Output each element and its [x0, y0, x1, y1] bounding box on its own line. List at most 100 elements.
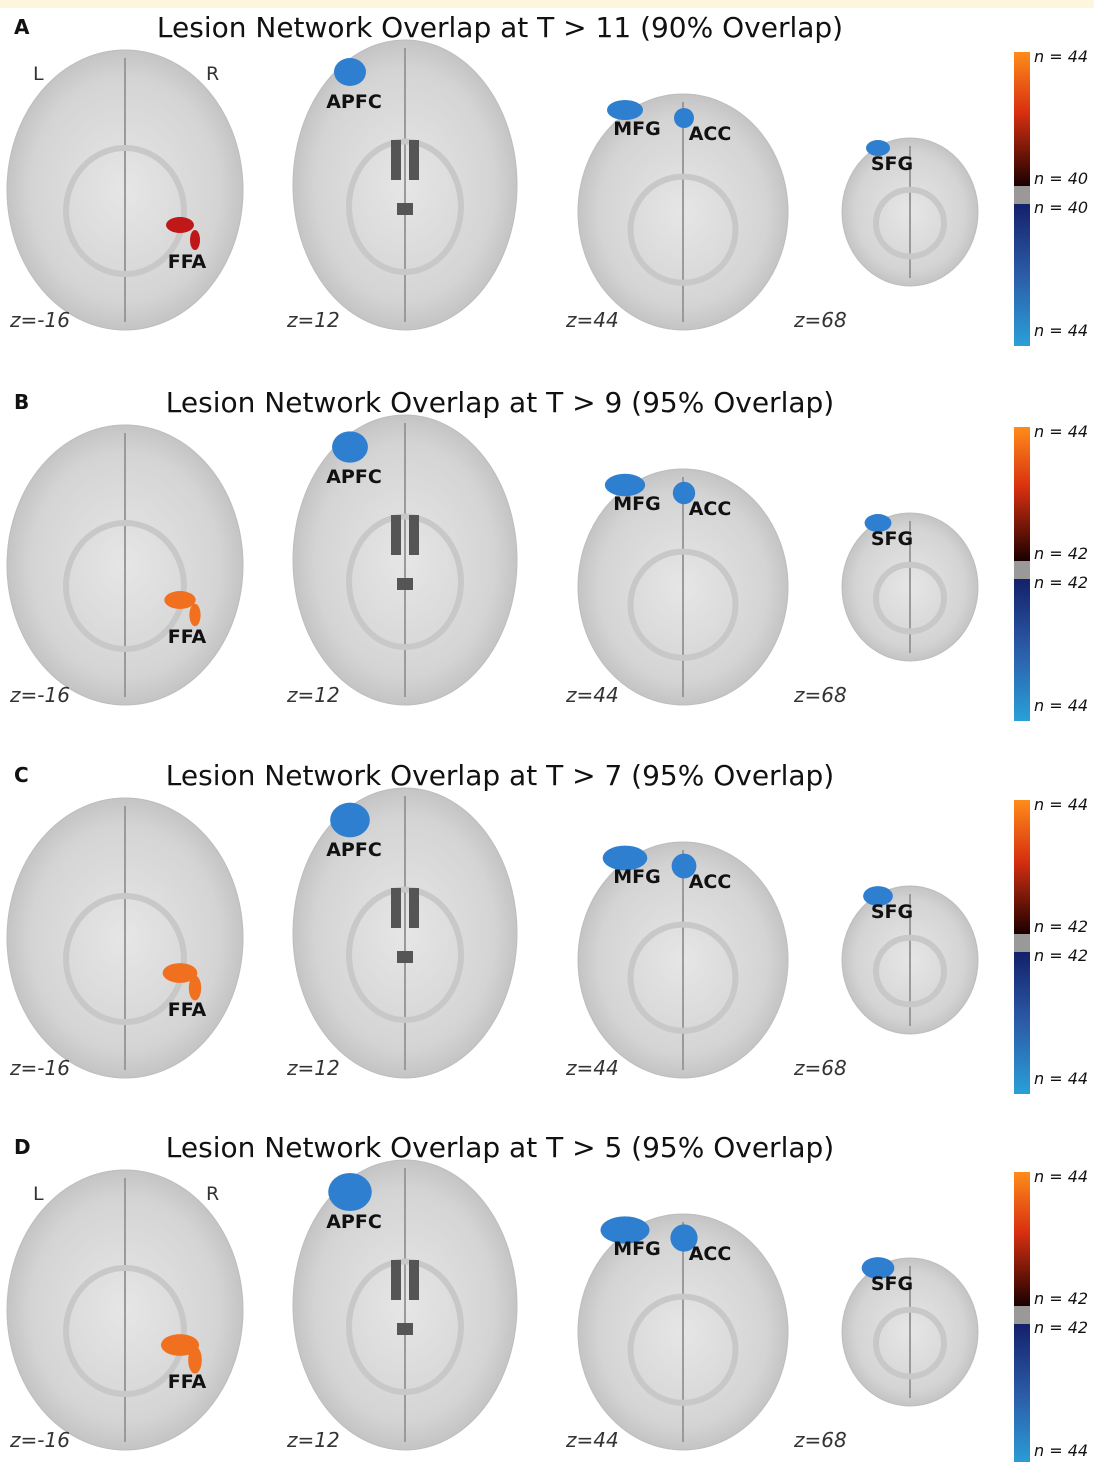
hemisphere-label: L [33, 1183, 44, 1205]
figure: ALesion Network Overlap at T > 11 (90% O… [0, 0, 1094, 1462]
region-label: ACC [689, 498, 732, 520]
colorbar: n = 44 n = 42 n = 42 n = 44 [1014, 422, 1088, 721]
colorbar-label: n = 42 [1034, 1318, 1088, 1337]
colorbar-label: n = 44 [1034, 1441, 1088, 1460]
hemisphere-label: R [206, 63, 219, 85]
colorbar-label: n = 44 [1034, 422, 1088, 441]
brain-slice: z=68 SFG [793, 513, 978, 707]
panel-letter: D [14, 1135, 31, 1159]
colorbar-label: n = 42 [1034, 573, 1088, 592]
colorbar-gap [1014, 186, 1030, 204]
lesion-overlap [332, 431, 368, 462]
lesion-overlap [164, 591, 195, 609]
colorbar-label: n = 42 [1034, 917, 1088, 936]
colorbar-label: n = 42 [1034, 946, 1088, 965]
panel: D Lesion Network Overlap at T > 5 (95% Ov… [7, 1131, 1088, 1462]
ventricle [397, 203, 413, 215]
z-label: z=68 [793, 683, 847, 707]
panel-letter: C [14, 763, 29, 787]
z-label: z=68 [793, 1428, 847, 1452]
colorbar-warm [1014, 800, 1030, 934]
z-label: z=44 [565, 683, 619, 707]
z-label: z=-16 [9, 308, 70, 332]
panel-title: Lesion Network Overlap at T > 7 (95% Ove… [166, 759, 834, 792]
ventricle [397, 1323, 413, 1335]
panel-title: Lesion Network Overlap at T > 5 (95% Ove… [166, 1131, 834, 1164]
top-strip [0, 0, 1094, 8]
brain-slice: z=12APFC [286, 415, 517, 707]
region-label: SFG [871, 1273, 913, 1295]
region-label: ACC [689, 123, 732, 145]
colorbar-label: n = 44 [1034, 47, 1088, 66]
colorbar-warm [1014, 52, 1030, 186]
colorbar: n = 44 n = 42 n = 42 n = 44 [1014, 795, 1088, 1094]
z-label: z=12 [286, 1428, 340, 1452]
lesion-overlap [328, 1173, 372, 1211]
brain-slice: z=12APFC [286, 1160, 517, 1452]
ventricle [391, 888, 401, 928]
lesion-overlap [166, 217, 194, 233]
colorbar: n = 44 n = 42 n = 42 n = 44 [1014, 1167, 1088, 1462]
ventricle [409, 888, 419, 928]
colorbar-warm [1014, 1172, 1030, 1306]
colorbar-gap [1014, 561, 1030, 579]
brain-slice: z=68SFG [793, 886, 978, 1080]
colorbar-label: n = 40 [1034, 198, 1088, 217]
colorbar-gap [1014, 1306, 1030, 1324]
colorbar-label: n = 44 [1034, 1167, 1088, 1186]
panel-letter: A [14, 15, 30, 39]
lesion-overlap [188, 1346, 202, 1373]
brain-slice: z=68 SFG [793, 1257, 978, 1452]
panel: C Lesion Network Overlap at T > 7 (95% Ov… [7, 759, 1088, 1094]
z-label: z=44 [565, 1056, 619, 1080]
colorbar-label: n = 42 [1034, 1289, 1088, 1308]
z-label: z=44 [565, 308, 619, 332]
lesion-overlap [189, 976, 201, 1001]
lesion-overlap [189, 604, 200, 626]
colorbar-label: n = 44 [1034, 795, 1088, 814]
hemisphere-label: R [206, 1183, 219, 1205]
region-label: APFC [326, 839, 382, 861]
z-label: z=-16 [9, 683, 70, 707]
region-label: ACC [689, 871, 732, 893]
panel: ALesion Network Overlap at T > 11 (90% O… [7, 11, 1088, 346]
lesion-overlap [334, 58, 366, 86]
ventricle [409, 515, 419, 555]
hemisphere-label: L [33, 63, 44, 85]
lesion-overlap [607, 100, 643, 120]
colorbar: n = 44n = 40n = 40n = 44 [1014, 47, 1088, 346]
brain-slice: z=44 MFG ACC [565, 469, 788, 707]
colorbar-cool [1014, 1324, 1030, 1462]
ventricle [391, 140, 401, 180]
z-label: z=-16 [9, 1056, 70, 1080]
colorbar-gap [1014, 934, 1030, 952]
region-label: SFG [871, 153, 913, 175]
z-label: z=44 [565, 1428, 619, 1452]
colorbar-warm [1014, 427, 1030, 561]
ventricle [409, 1260, 419, 1300]
region-label: APFC [326, 466, 382, 488]
ventricle [391, 515, 401, 555]
colorbar-label: n = 44 [1034, 1069, 1088, 1088]
lesion-overlap [330, 803, 370, 838]
region-label: MFG [613, 493, 660, 515]
region-label: SFG [871, 528, 913, 550]
region-label: FFA [168, 999, 207, 1021]
ventricle [391, 1260, 401, 1300]
region-label: MFG [613, 118, 660, 140]
colorbar-label: n = 44 [1034, 696, 1088, 715]
z-label: z=12 [286, 308, 340, 332]
z-label: z=68 [793, 1056, 847, 1080]
region-label: ACC [689, 1243, 732, 1265]
region-label: FFA [168, 1371, 207, 1393]
panel-title: Lesion Network Overlap at T > 9 (95% Ove… [166, 386, 834, 419]
brain-slice: z=44 MFG ACC [565, 94, 788, 332]
ventricle [397, 578, 413, 590]
colorbar-label: n = 42 [1034, 544, 1088, 563]
colorbar-cool [1014, 579, 1030, 721]
